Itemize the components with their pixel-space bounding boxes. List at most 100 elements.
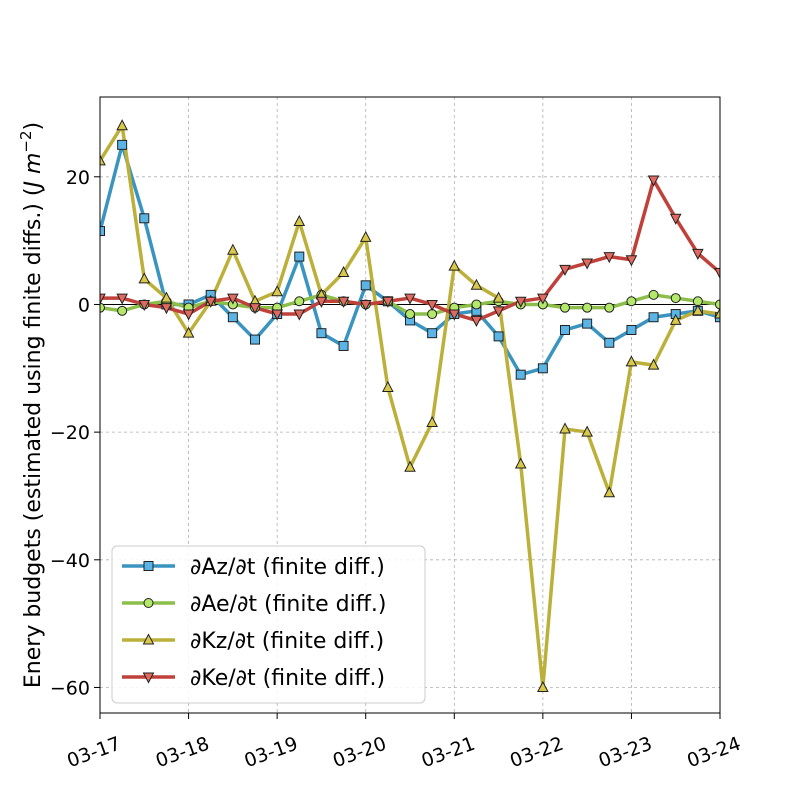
legend-box	[111, 545, 426, 704]
data-point-series-0	[604, 337, 615, 348]
data-point-series-3	[692, 248, 704, 260]
data-point-series-3	[100, 293, 106, 305]
data-point-series-2	[692, 304, 704, 316]
y-axis: −60 −40 −20 0 20	[50, 167, 100, 699]
data-point-series-0	[493, 331, 504, 342]
legend-marker	[142, 633, 155, 645]
data-point-series-2	[581, 425, 593, 437]
data-point-series-3	[714, 268, 720, 280]
x-tick-label: 03-24	[684, 733, 743, 773]
data-point-series-1	[670, 293, 681, 304]
x-tick-label: 03-20	[330, 733, 389, 773]
data-point-series-3	[138, 299, 151, 312]
data-point-series-2	[382, 380, 394, 392]
data-point-series-0	[294, 251, 305, 262]
data-point-series-0	[427, 328, 438, 339]
legend: ∂Az/∂t (finite diff.) ∂Ae/∂t (finite diff…	[111, 545, 426, 704]
y-tick-label: −40	[50, 550, 90, 572]
data-point-series-1	[626, 296, 637, 307]
data-point-series-3	[116, 293, 128, 305]
data-point-series-0	[582, 318, 593, 329]
data-point-series-3	[514, 296, 527, 308]
data-point-series-3	[537, 293, 549, 305]
data-point-series-2	[404, 460, 416, 472]
x-tick-label: 03-21	[419, 733, 478, 773]
data-point-series-0	[626, 324, 637, 335]
data-point-series-2	[337, 265, 350, 278]
data-point-series-2	[227, 243, 239, 255]
data-point-series-3	[669, 213, 682, 225]
data-point-series-0	[360, 280, 371, 291]
data-point-series-2	[625, 355, 638, 367]
x-tick-label: 03-17	[64, 733, 123, 773]
y-axis-label-exponent: −2	[17, 130, 35, 152]
legend-label: ∂Kz/∂t (finite diff.)	[190, 629, 384, 654]
data-point-series-0	[515, 369, 526, 380]
x-tick-label: 03-19	[241, 733, 300, 773]
data-point-series-3	[625, 255, 638, 267]
y-axis-label: Enery budgets (estimated using finite di…	[17, 122, 46, 688]
data-point-series-3	[359, 299, 372, 312]
data-point-series-3	[293, 309, 306, 321]
x-axis: 03-17 03-18 03-19 03-20 03-21 03-22 03-23 03-24	[64, 713, 744, 773]
data-point-series-2	[537, 680, 549, 692]
data-point-series-0	[250, 334, 260, 345]
data-point-series-3	[182, 309, 195, 321]
y-tick-label: 20	[66, 167, 90, 189]
y-tick-label: −20	[50, 422, 90, 444]
data-point-series-2	[492, 291, 505, 303]
y-axis-label-unit: J m	[21, 153, 46, 192]
data-point-series-2	[359, 230, 372, 242]
data-point-series-3	[315, 296, 328, 308]
data-point-series-3	[603, 252, 616, 264]
legend-marker	[143, 598, 154, 608]
y-tick-label: −60	[50, 677, 90, 699]
data-point-series-2	[182, 326, 195, 338]
data-point-series-2	[603, 486, 616, 498]
data-point-series-1	[604, 302, 615, 313]
data-point-series-3	[382, 296, 394, 308]
data-point-series-1	[117, 305, 128, 316]
data-point-series-2	[647, 358, 660, 370]
data-point-series-3	[426, 299, 438, 312]
data-point-series-3	[204, 296, 217, 308]
legend-label: ∂Ae/∂t (finite diff.)	[190, 592, 386, 617]
data-point-series-0	[537, 363, 548, 374]
data-point-series-2	[669, 313, 682, 325]
data-point-series-0	[227, 312, 238, 323]
data-point-series-3	[492, 306, 505, 318]
data-point-series-3	[404, 293, 416, 305]
data-point-series-1	[648, 289, 659, 300]
data-point-series-3	[448, 309, 461, 321]
data-point-series-0	[338, 340, 349, 351]
data-point-series-2	[426, 415, 438, 428]
data-point-series-2	[116, 119, 128, 131]
data-point-series-3	[271, 309, 283, 321]
data-point-series-2	[271, 285, 283, 297]
data-point-series-0	[560, 324, 570, 335]
data-point-series-0	[117, 139, 128, 150]
data-point-series-0	[100, 226, 105, 237]
data-point-series-1	[582, 302, 593, 313]
data-point-series-2	[448, 259, 461, 271]
data-point-series-3	[470, 315, 483, 327]
x-tick-label: 03-23	[596, 733, 655, 773]
marker-layer	[100, 119, 720, 692]
data-point-series-3	[647, 175, 660, 187]
data-point-series-2	[514, 457, 527, 469]
legend-marker	[142, 672, 155, 684]
data-point-series-0	[139, 213, 150, 224]
data-point-series-2	[714, 307, 720, 319]
data-point-series-1	[100, 302, 105, 313]
data-point-series-2	[160, 291, 173, 303]
data-point-series-1	[405, 309, 415, 320]
data-point-series-0	[316, 328, 327, 339]
plot-frame	[99, 96, 721, 714]
data-point-series-3	[249, 303, 261, 315]
data-point-series-2	[470, 278, 483, 290]
data-point-series-1	[715, 299, 720, 310]
x-tick-label: 03-18	[153, 733, 212, 773]
legend-label: ∂Ke/∂t (finite diff.)	[190, 666, 385, 691]
data-point-series-2	[100, 154, 106, 166]
